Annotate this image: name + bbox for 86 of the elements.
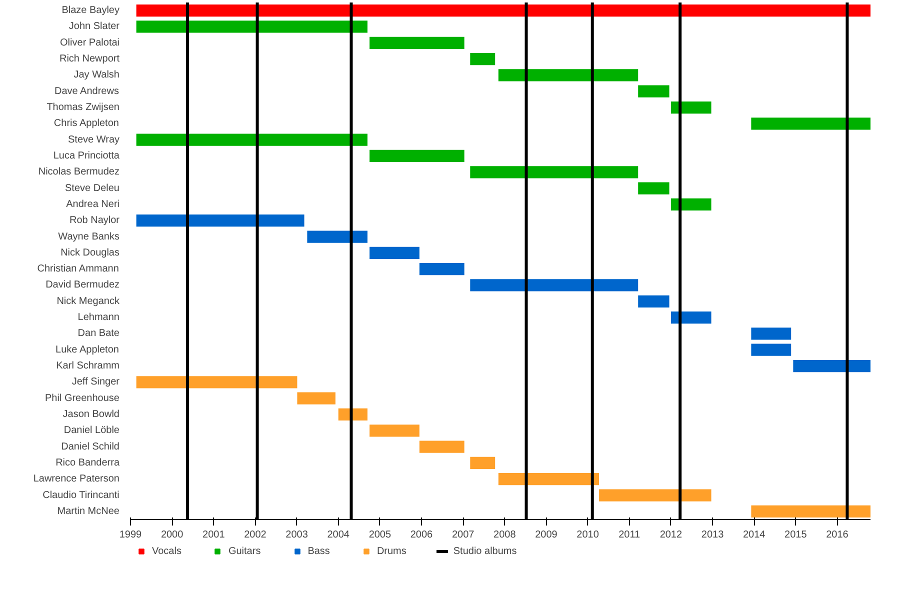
y-tick-label: Rico Banderra [56, 457, 120, 468]
x-tick-label: 2012 [660, 530, 683, 540]
y-tick-label: Daniel Schild [61, 441, 120, 452]
y-tick-label: Karl Schramm [56, 360, 120, 372]
y-tick-label: David Bermudez [46, 280, 120, 291]
y-tick-label: Oliver Palotai [60, 37, 120, 48]
x-tick-label: 2015 [784, 530, 808, 540]
bar [419, 440, 464, 453]
y-tick-label: Wayne Banks [58, 231, 120, 242]
bar [638, 182, 670, 194]
y-tick-label: Daniel Löble [64, 425, 120, 436]
y-tick-label: Dave Andrews [54, 86, 119, 97]
y-tick-label: Rob Naylor [69, 215, 120, 226]
bar [670, 198, 712, 211]
x-tick-label: 2003 [286, 530, 308, 540]
y-tick-label: Jeff Singer [72, 376, 120, 388]
legend-label: Drums [376, 546, 406, 556]
y-tick-label: Lehmann [78, 312, 120, 324]
y-tick-label: Jay Walsh [74, 70, 120, 81]
x-tick-label: 2009 [535, 530, 558, 540]
x-tick-label: 2004 [327, 530, 350, 540]
y-tick-label: Dan Bate [78, 328, 120, 340]
bar [470, 456, 496, 470]
bar [136, 20, 368, 33]
y-tick-label: Steve Deleu [65, 182, 120, 194]
x-tick-label: 2008 [494, 530, 516, 540]
bar [136, 4, 870, 17]
bar [751, 344, 792, 356]
bar [470, 166, 638, 178]
x-tick-label: 2016 [826, 530, 849, 540]
bar [498, 473, 600, 486]
bar [498, 69, 638, 82]
bar [370, 424, 420, 437]
x-tick-label: 2006 [410, 530, 434, 540]
x-tick-label: 2007 [452, 530, 475, 540]
bar [670, 101, 712, 114]
x-tick-label: 2011 [618, 530, 641, 540]
bar [751, 328, 792, 340]
x-tick-label: 2013 [701, 530, 724, 540]
bar [297, 392, 336, 404]
y-tick-label: Jason Bowld [62, 408, 120, 420]
y-tick-label: Rich Newport [59, 54, 120, 65]
legend-label: Bass [308, 546, 330, 556]
bar [136, 376, 298, 388]
y-tick-label: Luke Appleton [56, 344, 119, 356]
legend-label: Studio albums [453, 546, 517, 556]
bar [470, 52, 496, 66]
bar [370, 150, 464, 162]
x-tick-label: 2001 [202, 530, 226, 540]
bar [419, 263, 464, 276]
y-tick-label: Nicolas Bermudez [38, 166, 120, 178]
bar [751, 505, 870, 518]
x-tick-label: 2005 [368, 530, 392, 540]
x-tick-label: 2014 [742, 530, 766, 540]
y-tick-label: Lawrence Paterson [33, 474, 120, 485]
bar [793, 360, 870, 372]
y-tick-label: Martin McNee [57, 506, 120, 517]
bar [751, 118, 870, 130]
x-tick-label: 2002 [244, 530, 267, 540]
x-tick-label: 1999 [119, 530, 142, 540]
legend-label: Guitars [228, 546, 261, 556]
bar [136, 134, 368, 146]
y-tick-label: Blaze Bayley [62, 5, 120, 16]
y-tick-label: Christian Ammann [37, 264, 119, 275]
y-tick-label: Nick Meganck [56, 296, 120, 307]
x-tick-label: 2010 [576, 530, 600, 540]
bar [638, 295, 670, 308]
bar [370, 36, 464, 49]
y-tick-label: John Slater [68, 21, 120, 32]
bar [370, 246, 420, 259]
y-tick-label: Andrea Neri [66, 198, 120, 210]
bar [670, 311, 712, 324]
y-tick-label: Luca Princiotta [53, 150, 120, 162]
y-tick-label: Phil Greenhouse [45, 392, 120, 404]
bar [307, 230, 368, 243]
y-tick-label: Thomas Zwijsen [46, 102, 120, 114]
bar [599, 489, 712, 502]
y-tick-label: Claudio Tirincanti [42, 490, 120, 501]
y-tick-label: Chris Appleton [54, 118, 119, 130]
y-tick-label: Nick Douglas [60, 247, 120, 258]
legend-label: Vocals [152, 546, 182, 556]
bar [470, 279, 638, 292]
x-tick-label: 2000 [160, 530, 184, 540]
y-tick-label: Steve Wray [68, 134, 120, 146]
bar [638, 85, 670, 98]
bar [136, 214, 304, 227]
